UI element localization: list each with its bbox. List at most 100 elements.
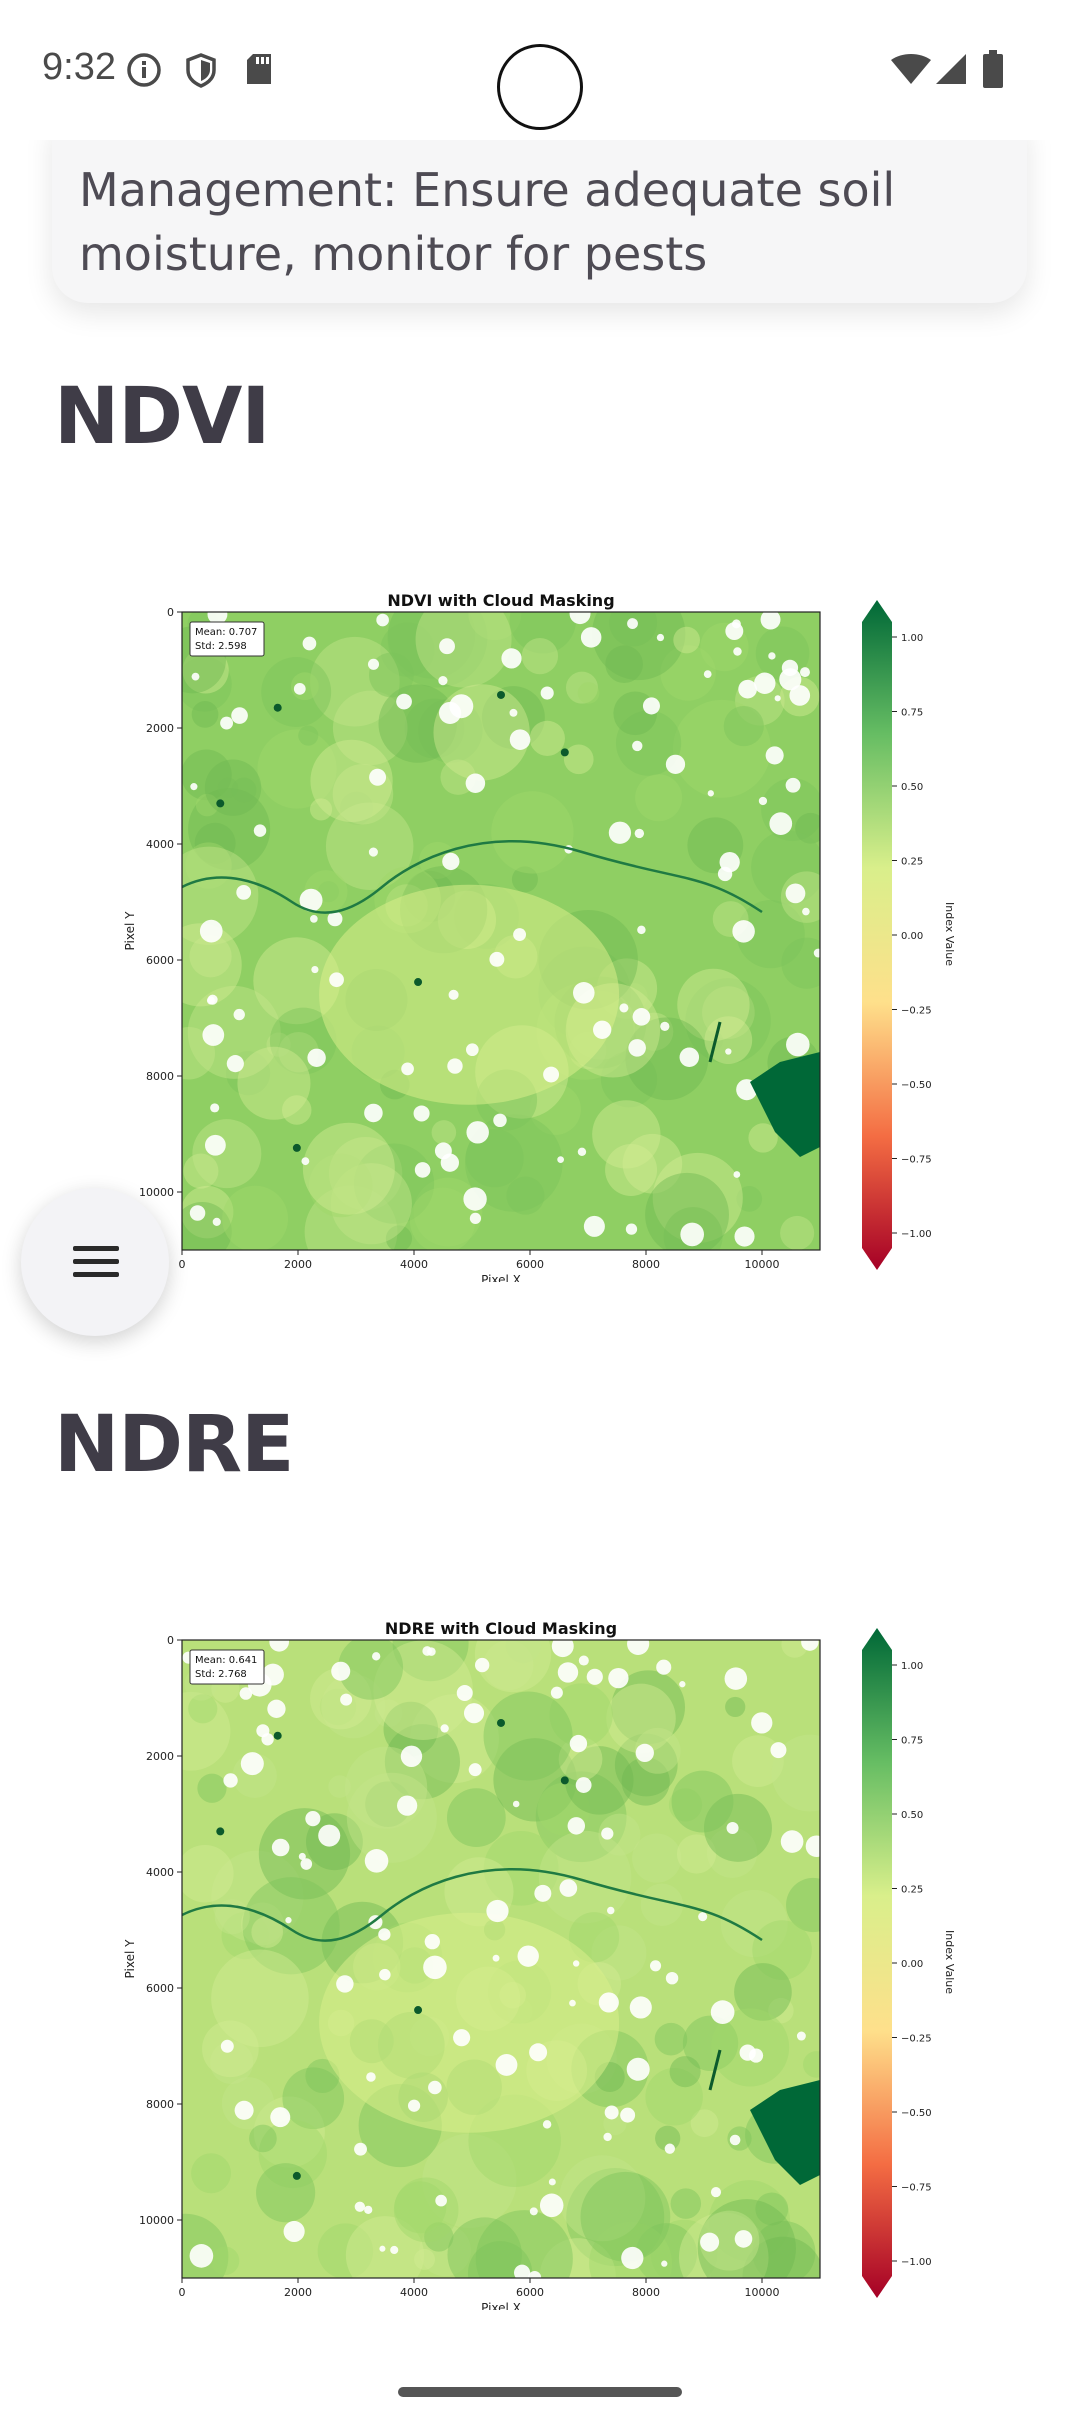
cloud-mask bbox=[572, 982, 595, 1004]
river bbox=[182, 1868, 763, 1942]
cloud-mask bbox=[559, 1879, 578, 1897]
cloud-mask bbox=[548, 2178, 556, 2186]
cloud-mask bbox=[656, 633, 665, 642]
cloud-mask bbox=[468, 1763, 482, 1777]
cloud-mask bbox=[233, 1008, 245, 1021]
cloud-mask bbox=[456, 1685, 473, 1702]
colorbar-tick-label: 0.25 bbox=[901, 1885, 923, 1896]
cloud-mask bbox=[601, 1827, 614, 1840]
cloud-mask bbox=[642, 697, 660, 715]
cloud-mask bbox=[253, 824, 267, 837]
cloud-mask bbox=[577, 1147, 587, 1157]
cloud-mask bbox=[509, 729, 531, 750]
cloud-mask bbox=[632, 740, 643, 752]
cloud-mask bbox=[625, 1223, 638, 1235]
x-tick-label: 4000 bbox=[400, 2286, 428, 2299]
chart-svg: NDRE with Cloud Masking Mean: 0.641 Std: 2… bbox=[123, 1619, 956, 2310]
cloud-mask bbox=[540, 686, 554, 700]
cloud-mask bbox=[285, 1917, 292, 1924]
cloud-mask bbox=[422, 1646, 433, 1656]
cloud-mask bbox=[354, 2201, 366, 2212]
cloud-mask bbox=[191, 672, 200, 681]
cloud-mask bbox=[583, 1215, 605, 1237]
cloud-mask bbox=[567, 1817, 586, 1835]
cloud-mask bbox=[368, 847, 378, 857]
cloud-mask bbox=[376, 613, 389, 627]
y-axis-label: Pixel Y bbox=[123, 911, 137, 951]
cloud-mask bbox=[557, 1662, 579, 1683]
management-text: Management: Ensure adequate soil moistur… bbox=[79, 163, 896, 281]
plot-frame bbox=[181, 1639, 821, 2279]
cloud-mask bbox=[628, 1039, 646, 1057]
y-tick-label: 10000 bbox=[139, 2214, 174, 2227]
cloud-mask bbox=[424, 1933, 440, 1950]
cloud-mask bbox=[283, 2220, 305, 2243]
x-tick-label: 6000 bbox=[516, 1258, 544, 1271]
menu-button[interactable] bbox=[21, 1188, 169, 1336]
x-tick-label: 4000 bbox=[400, 1258, 428, 1271]
cloud-mask bbox=[493, 1113, 507, 1128]
cloud-mask bbox=[733, 647, 742, 656]
cloud-mask bbox=[453, 2029, 471, 2047]
cloud-mask bbox=[449, 694, 474, 719]
x-tick-label: 2000 bbox=[284, 1258, 312, 1271]
section-title-ndre: NDRE bbox=[54, 1400, 294, 1490]
x-tick-label: 10000 bbox=[745, 1258, 780, 1271]
cloud-mask bbox=[331, 1661, 351, 1681]
colorbar-tick-label: 1.00 bbox=[901, 633, 923, 644]
shield-icon bbox=[186, 53, 216, 88]
y-tick-label: 6000 bbox=[146, 954, 174, 967]
cloud-mask bbox=[679, 1047, 700, 1067]
cloud-mask bbox=[236, 884, 252, 900]
colorbar-tick-label: 0.25 bbox=[901, 857, 923, 868]
cloud-mask bbox=[593, 1020, 612, 1039]
colorbar-tick-label: 0.50 bbox=[901, 782, 923, 793]
cloud-mask bbox=[310, 915, 318, 923]
y-tick-label: 2000 bbox=[146, 722, 174, 735]
y-tick-label: 0 bbox=[167, 1634, 174, 1647]
reservoir bbox=[750, 2080, 820, 2185]
cloud-mask bbox=[318, 1824, 341, 1847]
cloud-mask bbox=[390, 2245, 399, 2255]
x-tick-label: 8000 bbox=[632, 1258, 660, 1271]
stats-mean: Mean: 0.641 bbox=[195, 1655, 257, 1666]
cloud-mask bbox=[434, 1142, 452, 1160]
cloud-mask bbox=[802, 907, 810, 916]
cloud-mask bbox=[220, 2039, 234, 2053]
cloud-mask bbox=[770, 1742, 787, 1759]
cloud-mask bbox=[656, 1659, 672, 1675]
cloud-mask bbox=[271, 1838, 290, 1857]
cloud-mask bbox=[785, 883, 806, 904]
cloud-mask bbox=[513, 2264, 531, 2278]
cloud-mask bbox=[190, 783, 198, 791]
cloud-mask bbox=[760, 612, 781, 630]
cloud-mask bbox=[780, 1830, 804, 1853]
cloud-mask bbox=[413, 1105, 430, 1122]
ndre-chart: NDRE with Cloud Masking Mean: 0.641 Std: 2… bbox=[120, 1610, 980, 2310]
cloud-mask bbox=[528, 2270, 542, 2278]
x-axis-label: Pixel X bbox=[481, 2301, 521, 2310]
cloud-mask bbox=[734, 2230, 753, 2248]
cloud-mask bbox=[240, 1752, 264, 1776]
home-indicator[interactable] bbox=[398, 2387, 682, 2397]
stats-box bbox=[189, 1649, 265, 1685]
cloud-mask bbox=[340, 1693, 353, 1706]
cloud-mask bbox=[598, 1992, 619, 2013]
cloud-mask bbox=[796, 2031, 806, 2041]
cloud-mask bbox=[634, 828, 645, 839]
cloud-mask bbox=[311, 965, 319, 974]
cloud-mask bbox=[539, 2193, 564, 2218]
cloud-mask bbox=[569, 1999, 576, 2007]
cloud-mask bbox=[261, 1733, 274, 1746]
cloud-mask bbox=[207, 994, 218, 1005]
cloud-mask bbox=[439, 638, 455, 655]
cloud-mask bbox=[486, 1899, 509, 1923]
cloud-mask bbox=[724, 1667, 748, 1690]
cloud-mask bbox=[189, 2244, 214, 2268]
x-tick-label: 0 bbox=[179, 2286, 186, 2299]
signal-icon bbox=[936, 54, 966, 84]
cloud-mask bbox=[700, 2232, 720, 2252]
cloud-mask bbox=[578, 1655, 589, 1666]
chart-title: NDVI with Cloud Masking bbox=[387, 591, 614, 610]
cloud-mask bbox=[270, 2107, 291, 2128]
